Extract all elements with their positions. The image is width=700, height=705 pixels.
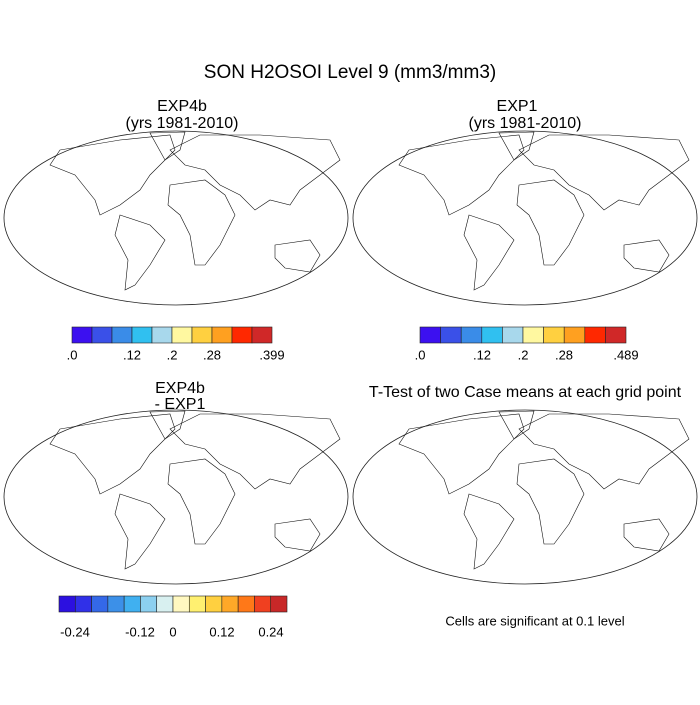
colorbar-label: .28: [555, 347, 573, 362]
panel-subtitle: (yrs 1981-2010): [126, 115, 239, 132]
colorbar-box: [251, 326, 273, 344]
colorbar-label: .399: [259, 347, 284, 362]
colorbar-box: [172, 595, 190, 613]
colorbar-box: [460, 326, 483, 344]
map: [352, 130, 698, 306]
colorbar-box: [107, 595, 125, 613]
colorbar-box: [123, 595, 141, 613]
colorbar-box: [221, 595, 239, 613]
colorbar-box: [140, 595, 158, 613]
figure-title: SON H2OSOI Level 9 (mm3/mm3): [204, 62, 496, 83]
map: [3, 409, 349, 585]
colorbar-box: [191, 326, 213, 344]
panel-note: Cells are significant at 0.1 level: [445, 613, 624, 628]
colorbar-box: [502, 326, 524, 344]
map: [3, 130, 349, 306]
map: [352, 409, 698, 585]
colorbar-label: .12: [473, 347, 491, 362]
colorbar-box: [91, 595, 109, 613]
colorbar-box: [543, 326, 565, 344]
panel-title: EXP1: [497, 98, 538, 115]
map-outline: [3, 409, 349, 585]
map-outline: [352, 409, 698, 585]
colorbar-box: [254, 595, 272, 613]
colorbar-box: [74, 595, 92, 613]
map-outline: [352, 130, 698, 306]
colorbar-box: [188, 595, 206, 613]
colorbar-box: [71, 326, 93, 344]
colorbar-box: [584, 326, 606, 344]
colorbar-label: .2: [518, 347, 529, 362]
colorbar-label: .489: [613, 347, 638, 362]
panel-title: EXP4b: [157, 98, 207, 115]
colorbar-box: [211, 326, 233, 344]
colorbar-box: [522, 326, 544, 344]
colorbar-label: .0: [67, 347, 78, 362]
colorbar-box: [237, 595, 255, 613]
colorbar-box: [131, 326, 153, 344]
colorbar-box: [481, 326, 503, 344]
panel-subtitle: (yrs 1981-2010): [469, 115, 582, 132]
colorbar-label: .28: [203, 347, 221, 362]
panel-title: EXP4b: [155, 380, 205, 397]
colorbar-label: 0: [169, 624, 176, 639]
colorbar-box: [440, 326, 462, 344]
colorbar-label: 0.12: [209, 624, 234, 639]
panel-title: T-Test of two Case means at each grid po…: [369, 384, 682, 401]
colorbar-box: [151, 326, 173, 344]
colorbar-box: [605, 326, 627, 344]
colorbar-label: -0.24: [60, 624, 90, 639]
colorbar-label: .12: [123, 347, 141, 362]
colorbar-box: [270, 595, 288, 613]
colorbar-label: .0: [415, 347, 426, 362]
colorbar-box: [419, 326, 441, 344]
map-outline: [3, 130, 349, 306]
colorbar-box: [205, 595, 223, 613]
colorbar-label: .2: [167, 347, 178, 362]
colorbar-label: -0.12: [125, 624, 155, 639]
colorbar-box: [156, 595, 174, 613]
colorbar-box: [91, 326, 113, 344]
colorbar-box: [58, 595, 76, 613]
colorbar-box: [171, 326, 193, 344]
colorbar-box: [111, 326, 133, 344]
panel-subtitle: - EXP1: [155, 396, 206, 413]
colorbar-box: [231, 326, 253, 344]
colorbar-box: [563, 326, 586, 344]
colorbar-label: 0.24: [258, 624, 283, 639]
